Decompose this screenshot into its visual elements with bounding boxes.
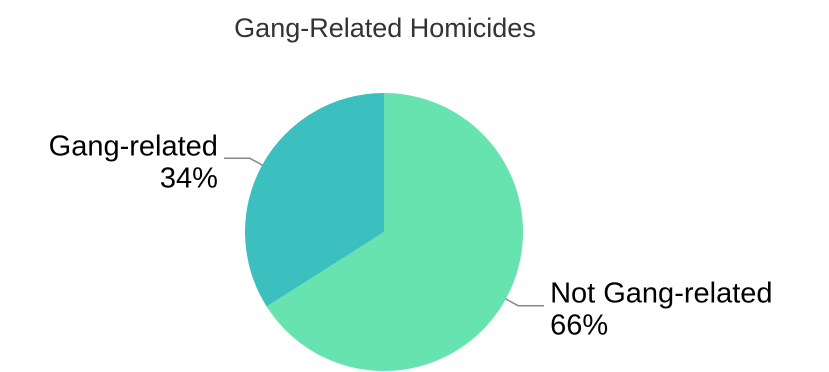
pie-slices [245, 93, 523, 371]
chart-title: Gang-Related Homicides [234, 13, 536, 43]
slice-value-gang-related: 34% [160, 162, 218, 194]
slice-label-not-gang-related: Not Gang-related [550, 278, 772, 310]
leader-line-not-gang-related [505, 298, 545, 307]
pie-slice-gang-related [245, 93, 384, 307]
slice-label-gang-related: Gang-related [49, 130, 218, 162]
pie-slice-not-gang-related [266, 93, 523, 371]
leader-line-gang-related [223, 157, 263, 166]
slice-value-not-gang-related: 66% [550, 310, 608, 342]
